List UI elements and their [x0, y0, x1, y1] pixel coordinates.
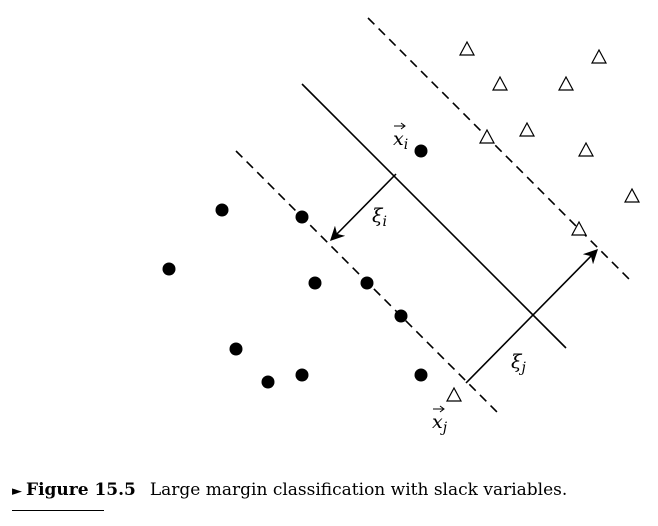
circle-point-xi: [414, 144, 428, 158]
label-zeta-j-sub: j: [518, 360, 526, 376]
caption-marker-icon: ►: [12, 484, 22, 499]
circle-class-points: [162, 144, 428, 389]
caption-underline: [12, 510, 104, 511]
triangle-point: [518, 121, 536, 137]
triangle-point: [491, 75, 509, 91]
circle-point: [414, 368, 428, 382]
label-xj-sub: j: [440, 420, 448, 436]
circle-point: [229, 342, 243, 356]
upper-margin-line: [367, 17, 633, 283]
svg-text:xj: xj: [432, 411, 448, 436]
circle-point: [215, 203, 229, 217]
circle-point: [162, 262, 176, 276]
svg-text:ξj: ξj: [511, 351, 526, 376]
triangle-class-points: [445, 40, 641, 402]
label-zeta-j-base: ξ: [511, 351, 523, 373]
circle-point: [261, 375, 275, 389]
triangle-point: [577, 141, 595, 157]
triangle-point: [570, 220, 588, 236]
label-xi-sub: i: [404, 137, 408, 153]
label-xj-base: x: [432, 411, 443, 433]
slack-arrow-j: [465, 248, 599, 384]
label-zeta-j: ξj: [511, 351, 526, 376]
decision-boundary: [301, 83, 567, 349]
slack-arrow-i: [329, 173, 397, 242]
triangle-point: [623, 187, 641, 203]
vector-arrowhead-xi: [400, 122, 406, 130]
label-zeta-i-sub: i: [382, 214, 386, 230]
figure-number: Figure 15.5: [26, 480, 136, 500]
caption-text: Large margin classification with slack v…: [149, 480, 568, 500]
circle-point: [308, 276, 322, 290]
triangle-point: [590, 48, 608, 64]
figure-caption: ► Figure 15.5 Large margin classification …: [12, 480, 567, 500]
circle-point: [360, 276, 374, 290]
label-xj: xj: [432, 405, 448, 436]
vector-arrowhead-xj: [439, 405, 445, 413]
svg-text:xi: xi: [393, 128, 408, 153]
label-xi: xi: [393, 122, 408, 153]
triangle-point: [458, 40, 476, 56]
triangle-point-xj: [445, 386, 463, 402]
triangle-point: [478, 128, 496, 144]
triangle-point: [557, 75, 575, 91]
label-zeta-i: ξi: [372, 205, 387, 230]
label-xi-base: x: [393, 128, 404, 150]
svg-text:ξi: ξi: [372, 205, 387, 230]
circle-point: [295, 210, 309, 224]
label-zeta-i-base: ξ: [372, 205, 384, 227]
circle-point: [295, 368, 309, 382]
circle-point: [394, 309, 408, 323]
